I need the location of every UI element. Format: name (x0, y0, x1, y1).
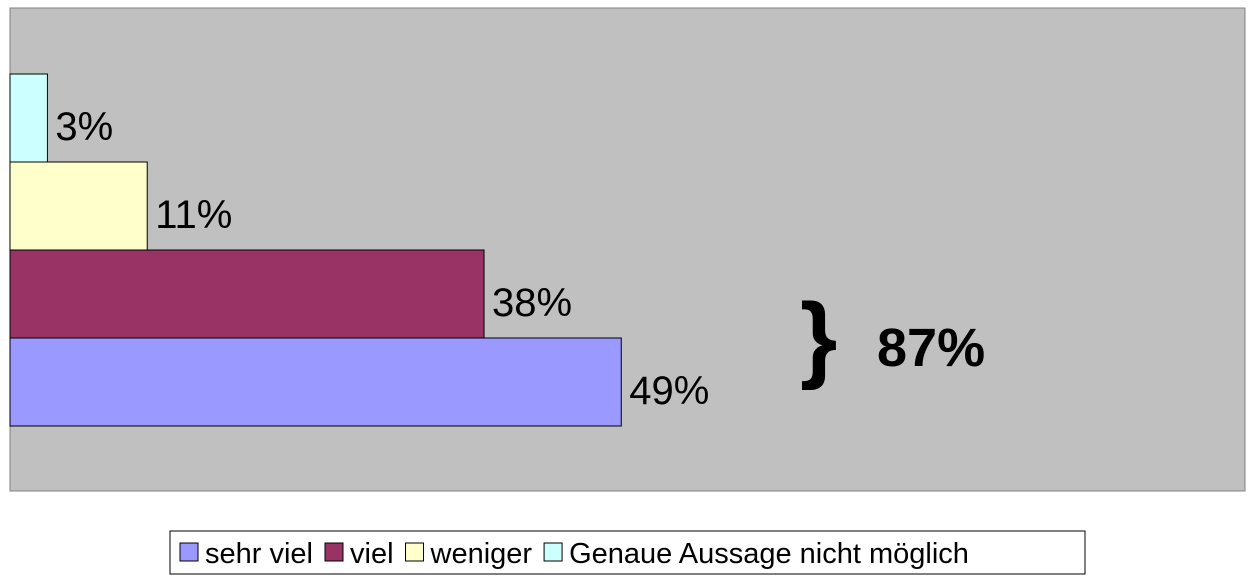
bar (9, 161, 148, 251)
bar (9, 337, 622, 427)
legend-box (169, 530, 1086, 575)
legend-swatch (179, 542, 199, 562)
bar (9, 73, 48, 163)
bar (9, 249, 485, 339)
legend-label: Genaue Aussage nicht möglich (569, 538, 969, 570)
legend-swatch (543, 542, 563, 562)
annotation: 87% (877, 318, 985, 378)
legend-swatch (324, 542, 344, 562)
value-label: 49% (629, 369, 709, 413)
legend-swatch (405, 542, 425, 562)
legend-label: weniger (430, 538, 533, 570)
value-label: 3% (55, 105, 113, 149)
brace: } (800, 284, 837, 391)
legend-label: viel (350, 538, 394, 570)
legend-label: sehr viel (205, 538, 313, 570)
value-label: 11% (155, 193, 232, 237)
value-label: 38% (492, 281, 572, 325)
